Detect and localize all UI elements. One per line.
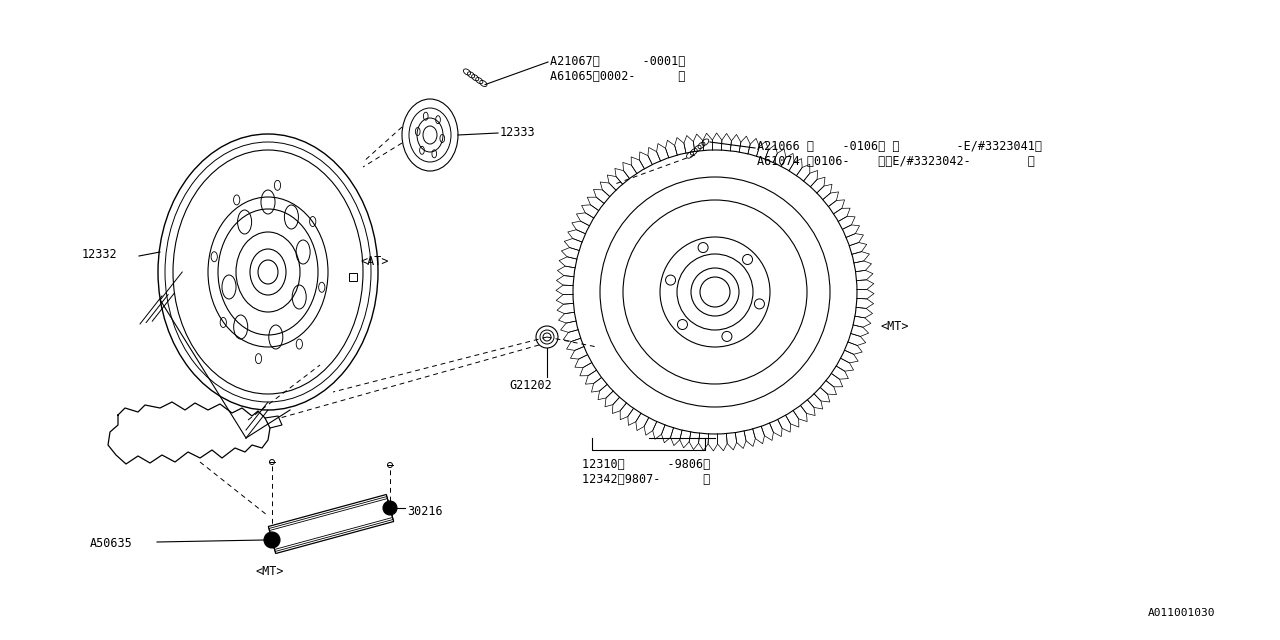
Text: A011001030: A011001030 [1148, 608, 1216, 618]
Text: A61065（0002-      ）: A61065（0002- ） [550, 70, 685, 83]
Bar [349, 273, 357, 281]
Text: G21202: G21202 [509, 379, 552, 392]
Text: 30216: 30216 [407, 505, 443, 518]
Text: 12332: 12332 [82, 248, 118, 261]
Circle shape [264, 532, 280, 548]
Text: <MT>: <MT> [881, 320, 909, 333]
Polygon shape [269, 495, 394, 554]
Text: 12310（      -9806）: 12310（ -9806） [582, 458, 710, 471]
Circle shape [383, 501, 397, 515]
Text: 12333: 12333 [500, 126, 535, 139]
Text: A21066 （    -0106） ＼        -E/#3323041＞: A21066 （ -0106） ＼ -E/#3323041＞ [756, 140, 1042, 153]
Text: A61074 （0106-    ）＼E/#3323042-        ＞: A61074 （0106- ）＼E/#3323042- ＞ [756, 155, 1034, 168]
Text: A21067（      -0001）: A21067（ -0001） [550, 55, 685, 68]
Text: 12342（9807-      ）: 12342（9807- ） [582, 473, 710, 486]
Text: <AT>: <AT> [360, 255, 389, 268]
Text: <MT>: <MT> [255, 565, 283, 578]
Text: A50635: A50635 [90, 537, 133, 550]
